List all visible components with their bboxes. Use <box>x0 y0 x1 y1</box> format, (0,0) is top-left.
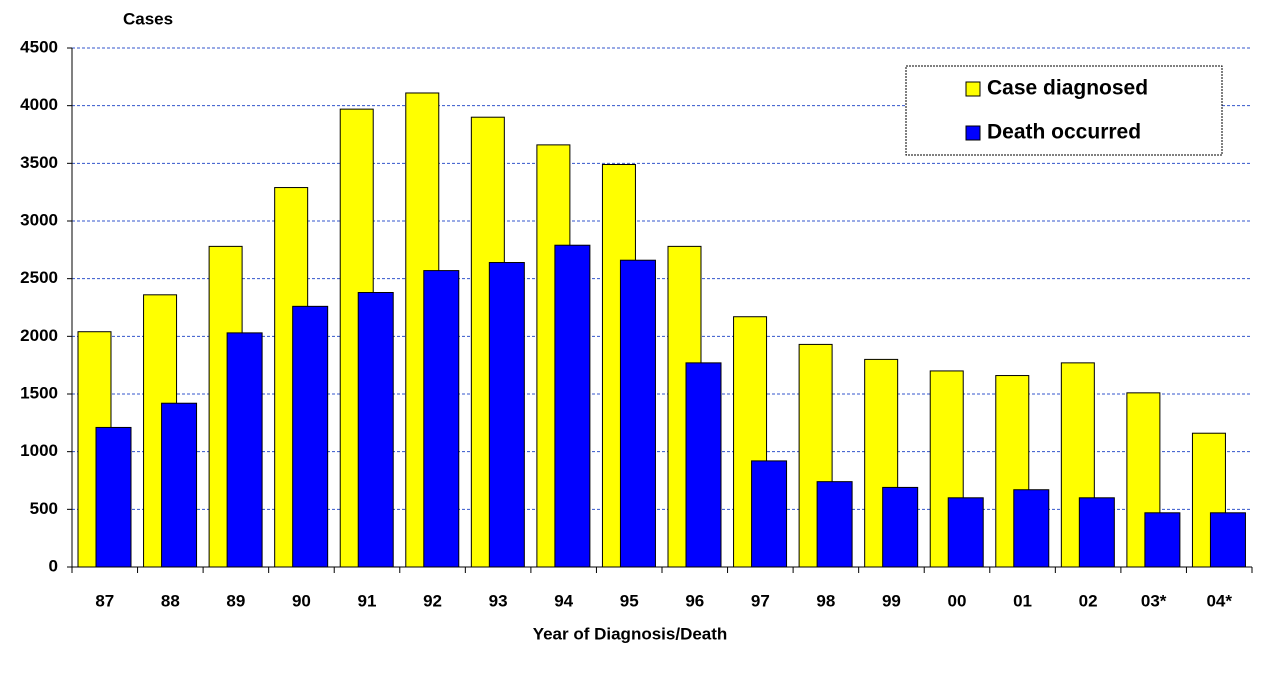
y-tick-label: 1000 <box>20 441 58 460</box>
x-tick-label: 95 <box>620 591 639 610</box>
bar <box>1144 512 1181 568</box>
x-tick-label: 88 <box>161 591 180 610</box>
y-tick-label: 500 <box>30 499 58 518</box>
x-tick-label: 02 <box>1079 591 1098 610</box>
x-tick-label: 94 <box>554 591 573 610</box>
legend-swatch <box>965 81 981 97</box>
bar <box>751 460 788 568</box>
y-tick-label: 4000 <box>20 95 58 114</box>
x-tick-label: 96 <box>685 591 704 610</box>
x-tick-label: 90 <box>292 591 311 610</box>
x-tick-label: 89 <box>226 591 245 610</box>
y-tick-label: 1500 <box>20 383 58 402</box>
bar <box>1060 362 1095 568</box>
bar <box>292 305 329 568</box>
x-tick-label: 99 <box>882 591 901 610</box>
x-tick-label: 01 <box>1013 591 1032 610</box>
bar <box>816 481 853 568</box>
bar <box>882 486 919 568</box>
bar <box>161 402 198 568</box>
y-tick-label: 3000 <box>20 210 58 229</box>
legend-box <box>905 65 1223 156</box>
x-tick-label: 04* <box>1206 591 1232 610</box>
y-tick-label: 4500 <box>20 37 58 56</box>
x-tick-label: 00 <box>948 591 967 610</box>
bar <box>226 332 263 568</box>
y-tick-label: 2000 <box>20 326 58 345</box>
x-tick-label: 92 <box>423 591 442 610</box>
y-tick-label: 2500 <box>20 268 58 287</box>
bar <box>95 426 132 568</box>
x-axis-title: Year of Diagnosis/Death <box>533 624 728 643</box>
bar <box>1013 489 1050 568</box>
legend-swatch <box>965 125 981 141</box>
y-tick-label: 0 <box>49 556 58 575</box>
bar <box>619 259 656 568</box>
x-tick-label: 03* <box>1141 591 1167 610</box>
y-axis-title: Cases <box>123 9 173 28</box>
bar <box>554 244 591 568</box>
bar <box>685 362 722 568</box>
legend-label: Death occurred <box>987 121 1141 144</box>
legend-label: Case diagnosed <box>987 77 1148 100</box>
bar <box>947 497 984 568</box>
bar <box>423 270 460 568</box>
x-tick-label: 93 <box>489 591 508 610</box>
x-tick-label: 97 <box>751 591 770 610</box>
bar <box>488 262 525 568</box>
x-tick-label: 91 <box>358 591 377 610</box>
y-tick-label: 3500 <box>20 153 58 172</box>
x-tick-label: 98 <box>816 591 835 610</box>
x-tick-label: 87 <box>95 591 114 610</box>
bar <box>357 292 394 568</box>
bar <box>1078 497 1115 568</box>
bar <box>1209 512 1246 568</box>
